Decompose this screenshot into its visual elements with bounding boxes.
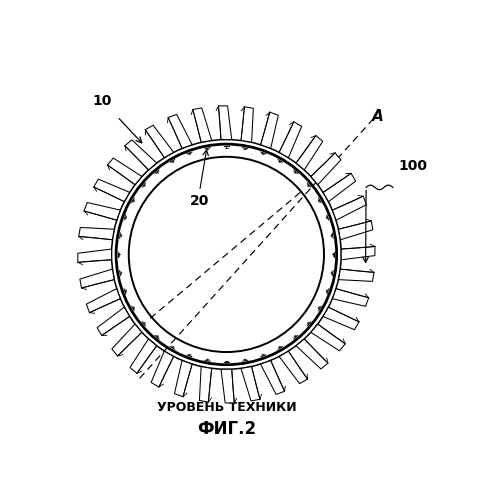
Polygon shape [341, 246, 375, 260]
Polygon shape [193, 108, 212, 142]
Text: 20: 20 [190, 194, 209, 208]
Polygon shape [332, 288, 369, 306]
Polygon shape [261, 360, 285, 394]
Polygon shape [338, 269, 374, 281]
Polygon shape [200, 366, 212, 402]
Polygon shape [332, 196, 367, 220]
Polygon shape [241, 366, 260, 401]
Polygon shape [84, 202, 120, 220]
Polygon shape [296, 339, 328, 369]
Polygon shape [323, 174, 356, 202]
Polygon shape [279, 122, 302, 158]
Polygon shape [168, 114, 192, 148]
Polygon shape [125, 140, 157, 170]
Text: A: A [371, 109, 383, 124]
Polygon shape [130, 339, 157, 374]
Polygon shape [311, 324, 345, 351]
Polygon shape [145, 125, 173, 158]
Text: ФИГ.2: ФИГ.2 [197, 420, 256, 438]
Text: 100: 100 [399, 160, 428, 173]
Polygon shape [108, 158, 142, 184]
Polygon shape [338, 221, 373, 240]
Polygon shape [174, 360, 192, 396]
Polygon shape [261, 112, 278, 148]
Polygon shape [94, 179, 129, 202]
Polygon shape [78, 249, 112, 262]
Polygon shape [218, 106, 232, 140]
Polygon shape [86, 288, 120, 312]
Polygon shape [80, 269, 114, 288]
Text: 10: 10 [92, 94, 112, 108]
Polygon shape [279, 351, 307, 384]
Polygon shape [311, 153, 341, 184]
Polygon shape [241, 106, 253, 142]
Polygon shape [79, 228, 114, 239]
Polygon shape [323, 307, 359, 330]
Polygon shape [97, 307, 129, 336]
Text: УРОВЕНЬ ТЕХНИКИ: УРОВЕНЬ ТЕХНИКИ [157, 401, 296, 414]
Polygon shape [296, 136, 323, 170]
Polygon shape [112, 324, 142, 356]
Polygon shape [221, 370, 234, 403]
Polygon shape [151, 351, 173, 387]
